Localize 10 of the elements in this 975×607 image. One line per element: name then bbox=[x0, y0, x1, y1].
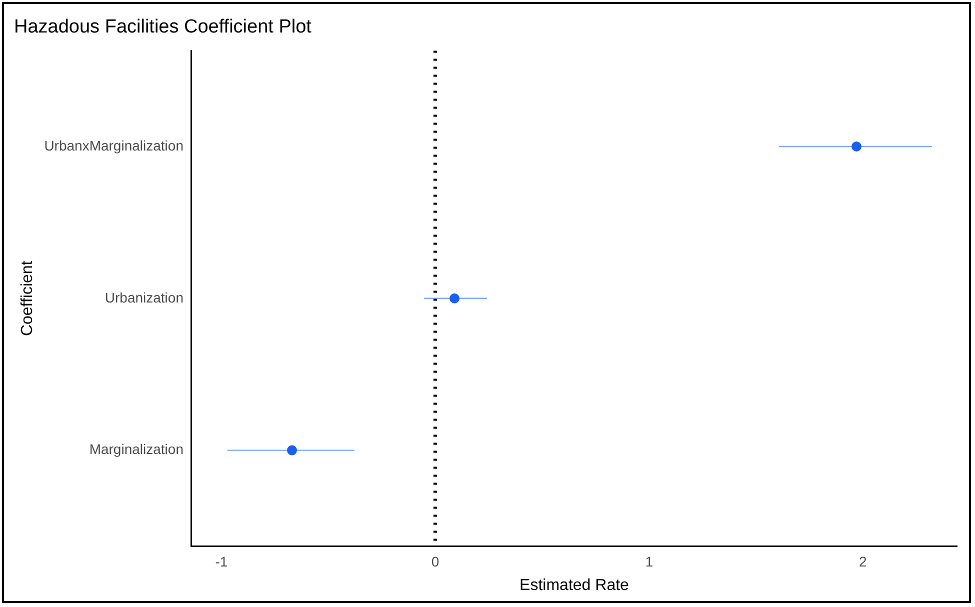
x-tick-label: 0 bbox=[431, 553, 440, 570]
x-axis-title: Estimated Rate bbox=[520, 576, 630, 594]
y-axis-title: Coefficient bbox=[19, 260, 36, 336]
chart-title: Hazadous Facilities Coefficient Plot bbox=[14, 16, 312, 38]
y-tick-label: Urbanization bbox=[104, 289, 184, 306]
x-tick-label: 1 bbox=[645, 553, 654, 570]
x-tick-label: 2 bbox=[859, 553, 868, 570]
x-tick-label: -1 bbox=[215, 553, 228, 570]
y-tick-label: UrbanxMarginalization bbox=[44, 137, 184, 154]
y-tick-label: Marginalization bbox=[89, 441, 184, 458]
